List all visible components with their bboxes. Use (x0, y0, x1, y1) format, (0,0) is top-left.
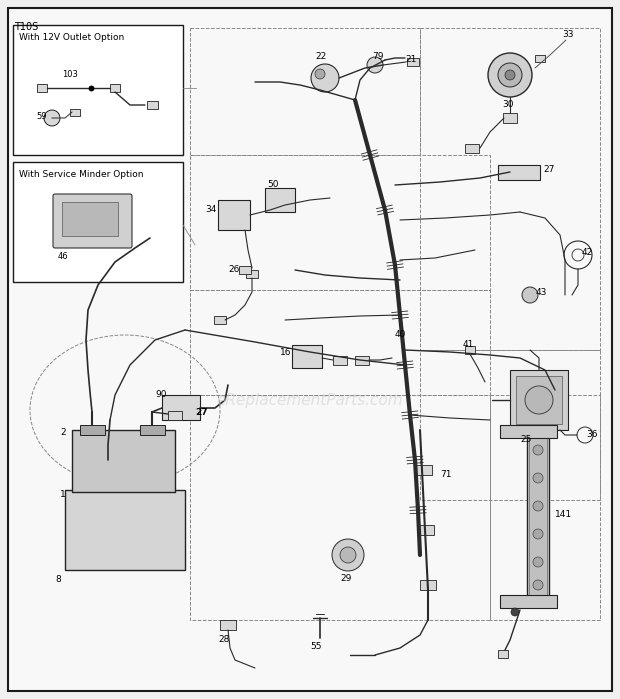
Bar (239, 266, 251, 274)
Bar (220, 620, 236, 630)
Text: With 12V Outlet Option: With 12V Outlet Option (19, 33, 124, 42)
Bar (503, 113, 517, 123)
Text: 27: 27 (543, 165, 554, 174)
Text: 22: 22 (315, 52, 326, 61)
Bar (500, 595, 557, 608)
Bar (490, 395, 600, 620)
Text: 27: 27 (195, 408, 208, 417)
Bar (465, 143, 479, 152)
FancyBboxPatch shape (53, 194, 132, 248)
Text: 90: 90 (155, 390, 167, 399)
Bar (498, 165, 540, 180)
Circle shape (488, 53, 532, 97)
Text: 46: 46 (58, 252, 69, 261)
Circle shape (525, 386, 553, 414)
Bar (162, 395, 200, 420)
Text: 34: 34 (205, 205, 216, 214)
Bar (535, 55, 545, 62)
Bar (214, 316, 226, 324)
Circle shape (533, 445, 543, 455)
Circle shape (367, 57, 383, 73)
Bar (168, 410, 182, 419)
Text: 2: 2 (60, 428, 66, 437)
Bar (420, 350, 600, 500)
Circle shape (311, 64, 339, 92)
Text: 43: 43 (536, 288, 547, 297)
Circle shape (340, 547, 356, 563)
Circle shape (315, 69, 325, 79)
Bar (292, 345, 322, 368)
Bar (190, 395, 490, 620)
Bar (418, 525, 434, 535)
Bar (407, 58, 419, 66)
Bar (355, 356, 369, 364)
Circle shape (44, 110, 60, 126)
Text: 42: 42 (582, 248, 593, 257)
Bar (527, 430, 549, 600)
Text: 33: 33 (562, 30, 574, 39)
Bar (65, 490, 185, 570)
Bar (465, 346, 475, 354)
Text: T10S: T10S (14, 22, 38, 32)
Bar (420, 28, 600, 350)
Text: 30: 30 (502, 100, 513, 109)
Text: 25: 25 (520, 435, 531, 444)
Text: 59: 59 (36, 112, 46, 121)
Text: 50: 50 (267, 180, 278, 189)
Bar (420, 580, 436, 590)
Text: 36: 36 (586, 430, 598, 439)
Bar (246, 270, 258, 278)
Bar (13, 25, 183, 155)
Bar (140, 425, 165, 435)
Text: eReplacementParts.com: eReplacementParts.com (216, 393, 404, 408)
Circle shape (498, 63, 522, 87)
Bar (37, 84, 47, 92)
Bar (500, 425, 557, 438)
Bar (510, 370, 568, 430)
Circle shape (533, 501, 543, 511)
Text: 8: 8 (55, 575, 61, 584)
Text: 40: 40 (395, 330, 406, 339)
Circle shape (332, 539, 364, 571)
Bar (146, 101, 157, 109)
Text: 103: 103 (62, 70, 78, 79)
Text: 1: 1 (60, 490, 66, 499)
Bar (333, 356, 347, 364)
Circle shape (511, 608, 519, 616)
Bar (101, 463, 115, 473)
Circle shape (533, 473, 543, 483)
Circle shape (533, 557, 543, 567)
Bar (62, 202, 118, 236)
Text: 28: 28 (218, 635, 229, 644)
Text: 141: 141 (555, 510, 572, 519)
Bar (516, 376, 562, 424)
Bar (13, 162, 183, 282)
Bar (498, 650, 508, 658)
Circle shape (522, 287, 538, 303)
Bar (218, 200, 250, 230)
Text: 41: 41 (463, 340, 474, 349)
Bar (529, 435, 547, 595)
Bar (190, 290, 490, 395)
Circle shape (533, 529, 543, 539)
Bar (110, 84, 120, 92)
Bar (72, 430, 175, 492)
Bar (416, 465, 432, 475)
Circle shape (533, 580, 543, 590)
Bar (190, 155, 490, 290)
Text: 55: 55 (310, 642, 322, 651)
Text: 79: 79 (372, 52, 384, 61)
Bar (70, 108, 80, 115)
Text: With Service Minder Option: With Service Minder Option (19, 170, 143, 179)
Text: 29: 29 (340, 574, 352, 583)
Circle shape (505, 70, 515, 80)
Bar (190, 28, 420, 155)
Bar (265, 188, 295, 212)
Bar (80, 425, 105, 435)
Text: 71: 71 (440, 470, 451, 479)
Text: 16: 16 (280, 348, 291, 357)
Text: 21: 21 (405, 55, 417, 64)
Text: 26: 26 (228, 265, 239, 274)
